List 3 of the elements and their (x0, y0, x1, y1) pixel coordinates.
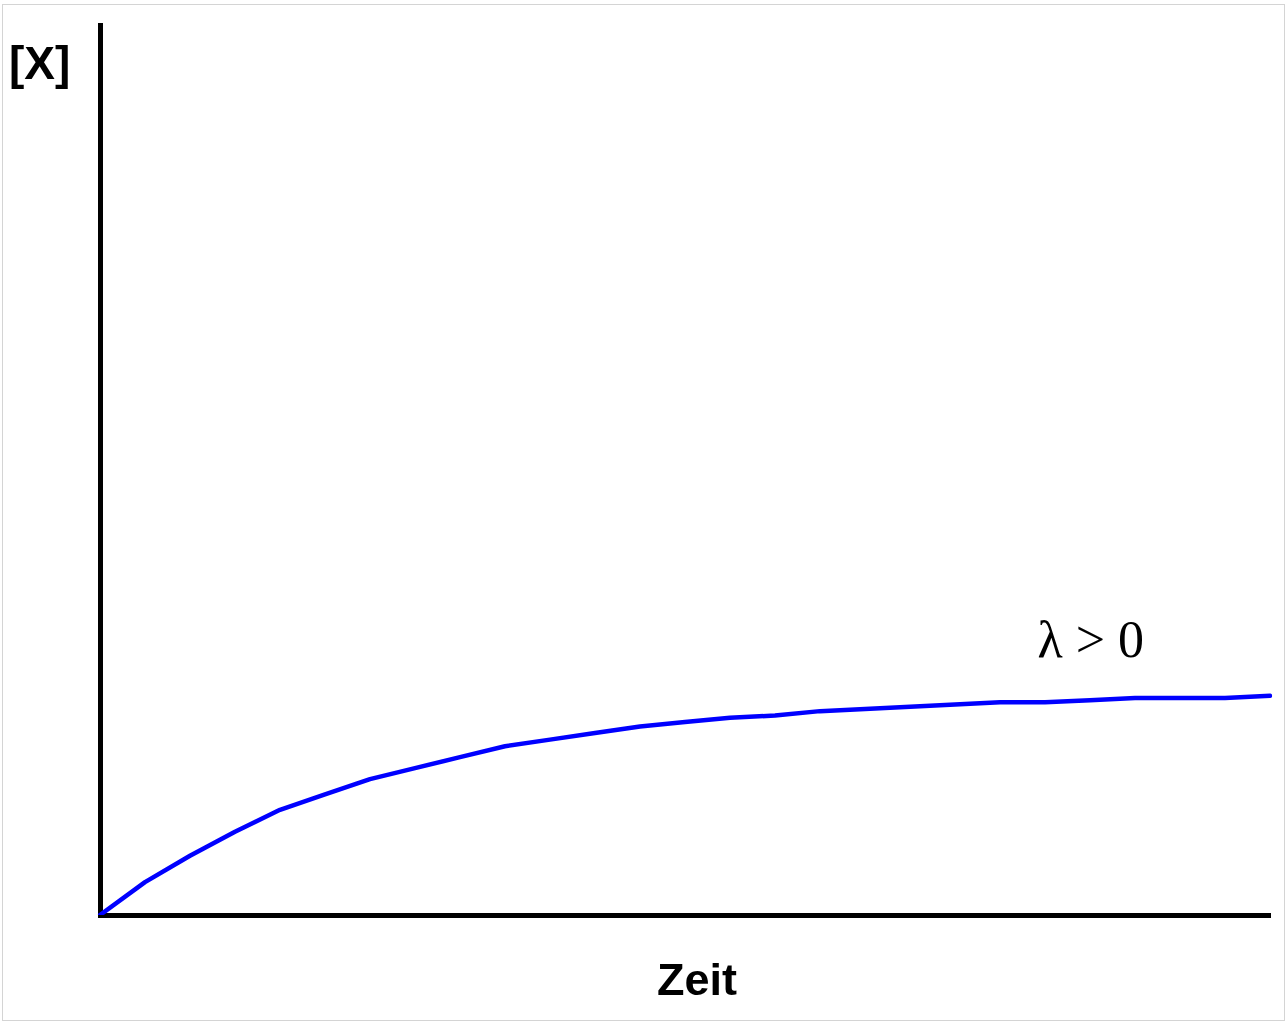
series-label: λ > 0 (1037, 610, 1144, 668)
x-axis-title: Zeit (656, 954, 738, 1005)
text: [X] (9, 37, 71, 89)
